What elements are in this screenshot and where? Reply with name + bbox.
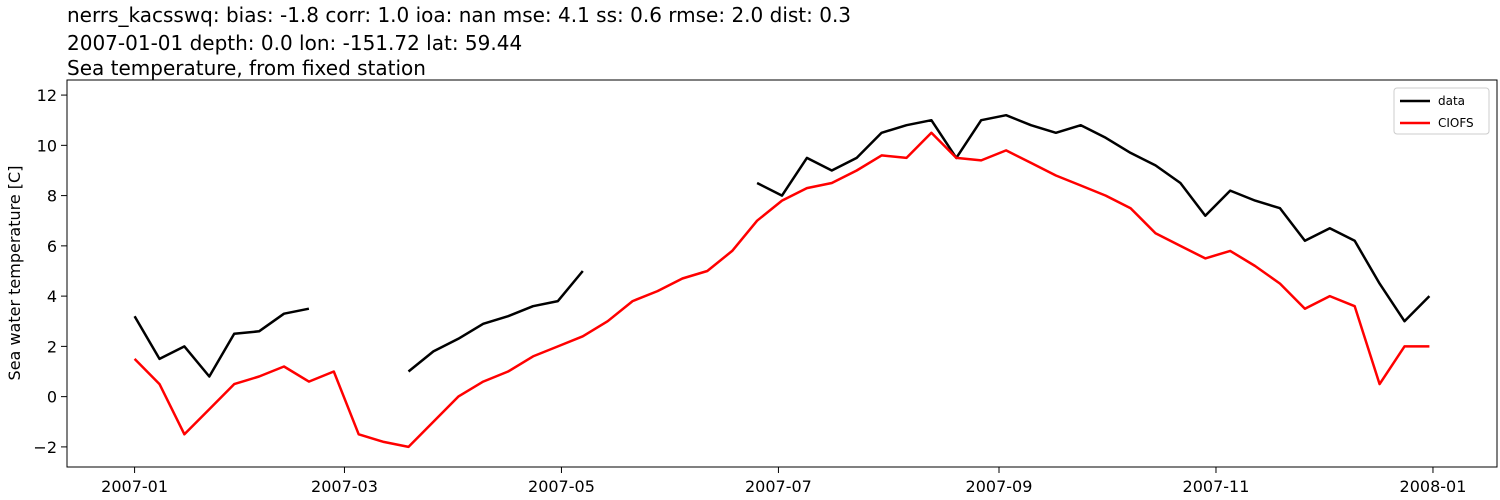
y-tick-label: 0	[47, 388, 57, 407]
chart-title: nerrs_kacsswq: bias: -1.8 corr: 1.0 ioa:…	[67, 3, 851, 27]
y-tick-label: 8	[47, 187, 57, 206]
x-tick-label: 2007-11	[1183, 477, 1250, 496]
x-tick-label: 2007-01	[101, 477, 168, 496]
series-line	[133, 131, 1430, 449]
y-tick-label: −2	[33, 438, 57, 457]
x-tick-label: 2007-03	[311, 477, 378, 496]
chart-title: 2007-01-01 depth: 0.0 lon: -151.72 lat: …	[67, 31, 522, 55]
series-line	[133, 113, 1431, 378]
y-tick-label: 10	[37, 136, 57, 155]
axes-frame	[66, 79, 1498, 468]
x-tick-label: 2008-01	[1400, 477, 1467, 496]
y-tick-label: 6	[47, 237, 57, 256]
y-tick-label: 12	[37, 86, 57, 105]
legend-label: CIOFS	[1438, 116, 1474, 130]
x-tick-label: 2007-07	[745, 477, 812, 496]
legend-label: data	[1438, 94, 1465, 108]
chart-title: Sea temperature, from fixed station	[67, 56, 426, 80]
plot-area	[133, 113, 1431, 449]
y-tick-label: 2	[47, 337, 57, 356]
x-tick-label: 2007-09	[966, 477, 1033, 496]
x-tick-label: 2007-05	[528, 477, 595, 496]
y-tick-label: 4	[47, 287, 57, 306]
y-axis-label: Sea water temperature [C]	[5, 166, 24, 381]
